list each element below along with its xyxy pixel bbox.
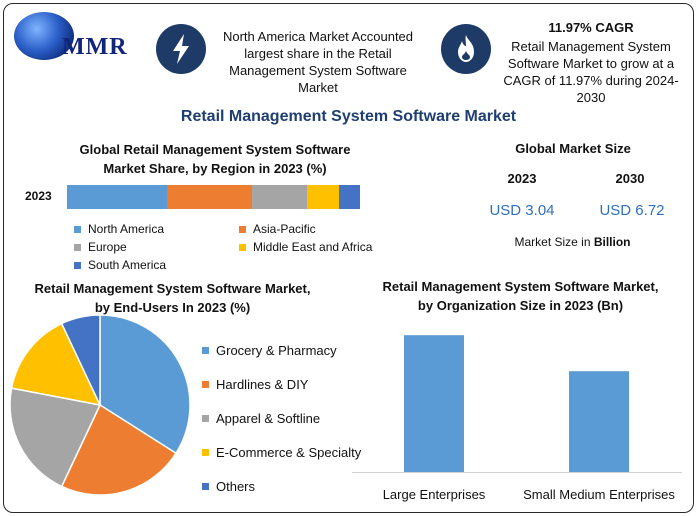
pie-legend-item-0: Grocery & Pharmacy: [202, 343, 337, 358]
pie-legend-label: E-Commerce & Specialty: [216, 445, 362, 460]
org-size-bar-chart: Large Enterprises Small Medium Enterprise…: [352, 335, 682, 502]
pie-legend-item-2: Apparel & Softline: [202, 411, 320, 426]
legend-swatch: [239, 243, 246, 251]
legend-swatch: [202, 483, 209, 490]
pie-legend-label: Grocery & Pharmacy: [216, 343, 337, 358]
legend-middle-east-africa: Middle East and Africa: [239, 240, 372, 254]
pie-legend-item-1: Hardlines & DIY: [202, 377, 308, 392]
brand-logo: MMR: [62, 34, 128, 60]
legend-europe: Europe: [74, 240, 127, 254]
legend-label: North America: [88, 222, 165, 236]
legend-north-america: North America: [74, 222, 164, 236]
legend-label: Europe: [88, 240, 127, 254]
north-america-callout: North America Market Accounted largest s…: [222, 29, 414, 94]
market-size-value-2030: USD 6.72: [599, 202, 665, 219]
org-bar-0: [404, 335, 464, 472]
market-size-title: Global Market Size: [515, 141, 631, 156]
market-size-year-2023: 2023: [507, 171, 537, 186]
page-title: Retail Management System Software Market: [180, 108, 517, 125]
legend-swatch: [74, 243, 81, 251]
pie-slice-3: [10, 322, 102, 407]
pie-slice-2: [9, 387, 102, 488]
org-bar-1: [569, 371, 629, 472]
legend-label: Middle East and Africa: [253, 240, 373, 254]
region-bar-segment-2: [251, 185, 308, 209]
region-bar-category-label: 2023: [25, 189, 52, 203]
pie-legend-item-3: E-Commerce & Specialty: [202, 445, 361, 460]
flame-icon: [441, 24, 491, 74]
legend-swatch: [202, 347, 209, 354]
region-bar-segment-3: [307, 185, 340, 209]
region-bar-segment-4: [339, 185, 360, 209]
cagr-text: Retail Management System Software Market…: [503, 39, 679, 105]
market-size-note-prefix: Market Size in: [514, 235, 594, 249]
pie-legend-item-4: Others: [202, 479, 255, 494]
pie-legend-label: Apparel & Softline: [216, 411, 321, 426]
end-users-chart-title: Retail Management System Software Market…: [34, 281, 311, 315]
market-size-note-unit: Billion: [593, 235, 631, 249]
pie-legend-label: Hardlines & DIY: [216, 377, 309, 392]
legend-swatch: [74, 225, 81, 233]
legend-label: Asia-Pacific: [253, 222, 316, 236]
org-size-chart-title: Retail Management System Software Market…: [382, 279, 659, 313]
region-bar-segment-0: [67, 185, 167, 209]
infographic-frame: [3, 3, 694, 513]
org-category-label-1: Small Medium Enterprises: [523, 487, 675, 502]
pie-slice-1: [60, 403, 178, 496]
legend-asia-pacific: Asia-Pacific: [239, 222, 316, 236]
legend-swatch: [202, 415, 209, 422]
region-bar-segment-1: [166, 185, 252, 209]
legend-label: South America: [88, 258, 167, 272]
pie-legend-label: Others: [216, 479, 256, 494]
cagr-title: 11.97% CAGR: [548, 20, 634, 35]
legend-south-america: South America: [74, 258, 166, 272]
market-size-year-2030: 2030: [615, 171, 645, 186]
legend-swatch: [202, 449, 209, 456]
globe-logo-icon: [14, 12, 74, 60]
market-size-value-2023: USD 3.04: [489, 202, 555, 219]
lightning-icon: [156, 24, 206, 74]
end-users-pie-chart: [9, 314, 191, 496]
legend-swatch: [239, 225, 246, 233]
legend-swatch: [74, 261, 81, 269]
org-category-label-0: Large Enterprises: [383, 487, 486, 502]
region-stacked-bar: [67, 185, 360, 209]
region-chart-title: Global Retail Management System Software…: [79, 142, 351, 176]
legend-swatch: [202, 381, 209, 388]
market-size-note: Market Size in Billion: [470, 235, 675, 249]
pie-slice-4: [60, 314, 101, 406]
